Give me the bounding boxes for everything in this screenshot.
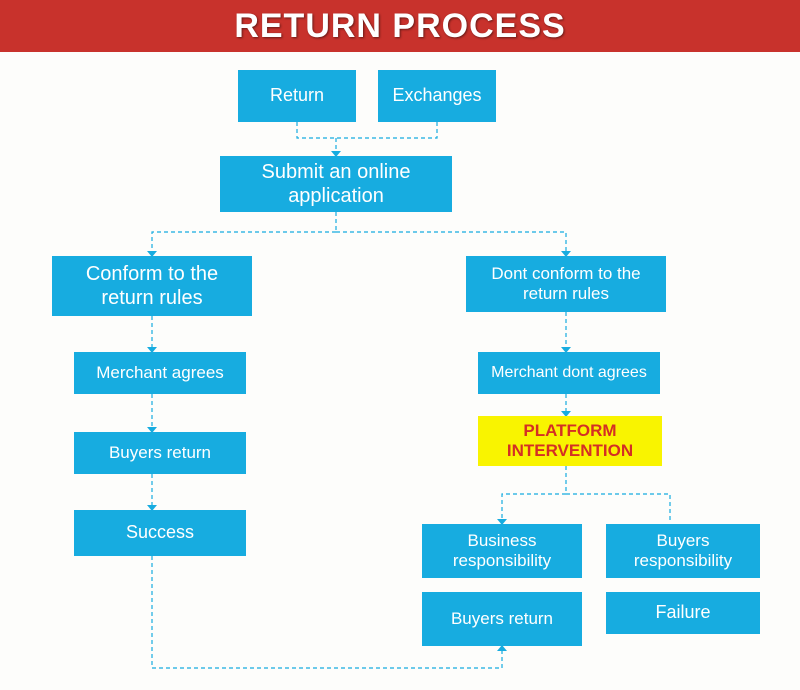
- node-business-responsibility: Business responsibility: [422, 524, 582, 578]
- node-label: Success: [126, 522, 194, 544]
- node-failure: Failure: [606, 592, 760, 634]
- node-label: PLATFORM INTERVENTION: [484, 421, 656, 462]
- node-exchanges: Exchanges: [378, 70, 496, 122]
- node-label: Dont conform to the return rules: [472, 264, 660, 305]
- node-buyers-responsibility: Buyers responsibility: [606, 524, 760, 578]
- node-merchant-dont-agree: Merchant dont agrees: [478, 352, 660, 394]
- node-label: Merchant dont agrees: [491, 363, 647, 382]
- title-text: RETURN PROCESS: [234, 7, 565, 46]
- node-merchant-agrees: Merchant agrees: [74, 352, 246, 394]
- node-label: Business responsibility: [428, 531, 576, 572]
- node-label: Failure: [655, 602, 710, 624]
- node-label: Exchanges: [392, 85, 481, 107]
- node-label: Submit an online application: [226, 160, 446, 208]
- node-dont-conform-rules: Dont conform to the return rules: [466, 256, 666, 312]
- node-label: Return: [270, 85, 324, 107]
- node-buyers-return-right: Buyers return: [422, 592, 582, 646]
- node-return: Return: [238, 70, 356, 122]
- node-label: Merchant agrees: [96, 363, 224, 383]
- node-platform-intervention: PLATFORM INTERVENTION: [478, 416, 662, 466]
- title-bar: RETURN PROCESS: [0, 0, 800, 52]
- node-label: Buyers responsibility: [612, 531, 754, 572]
- node-success: Success: [74, 510, 246, 556]
- node-label: Buyers return: [109, 443, 211, 463]
- node-label: Buyers return: [451, 609, 553, 629]
- node-conform-rules: Conform to the return rules: [52, 256, 252, 316]
- node-submit-application: Submit an online application: [220, 156, 452, 212]
- node-buyers-return-left: Buyers return: [74, 432, 246, 474]
- node-label: Conform to the return rules: [58, 262, 246, 310]
